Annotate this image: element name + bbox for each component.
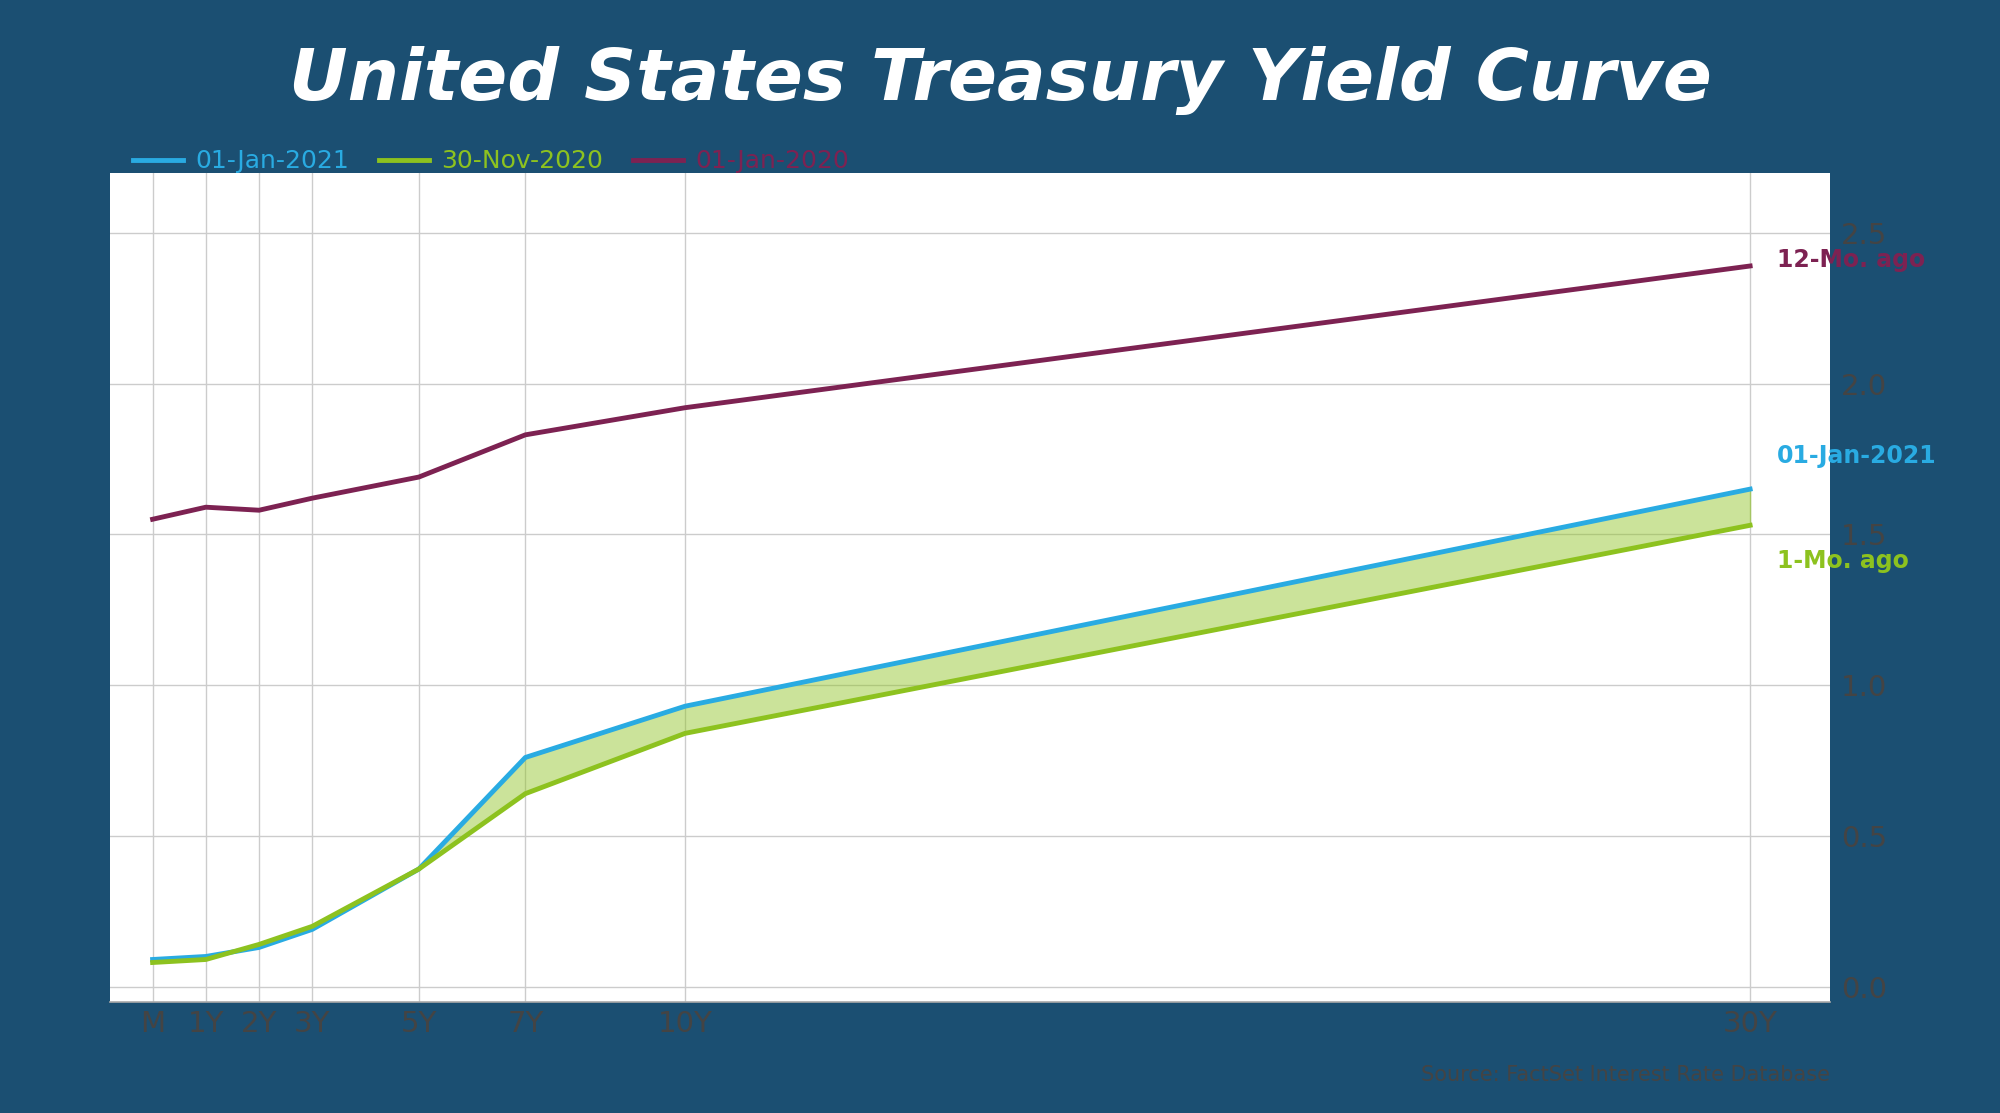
Text: United States Treasury Yield Curve: United States Treasury Yield Curve: [288, 47, 1712, 115]
Text: 01-Jan-2021: 01-Jan-2021: [1776, 444, 1936, 467]
Legend: 01-Jan-2021, 30-Nov-2020, 01-Jan-2020: 01-Jan-2021, 30-Nov-2020, 01-Jan-2020: [122, 139, 860, 184]
Text: 12-Mo. ago: 12-Mo. ago: [1776, 248, 1924, 272]
Text: Source: FactSet Interest Rate Database: Source: FactSet Interest Rate Database: [1420, 1065, 1830, 1085]
Text: 1-Mo. ago: 1-Mo. ago: [1776, 550, 1908, 573]
